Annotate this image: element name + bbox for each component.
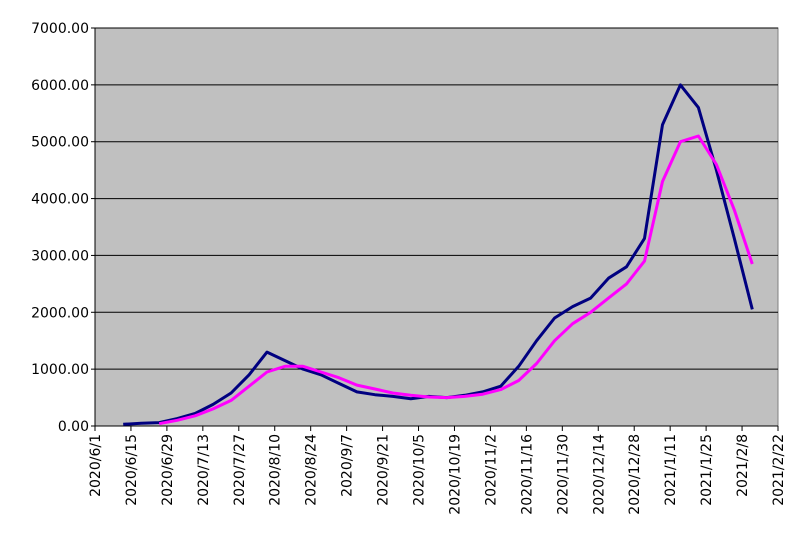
x-tick-label: 2020/11/30 xyxy=(555,434,571,515)
x-tick-label: 2020/11/16 xyxy=(519,434,535,515)
x-tick-label: 2020/10/5 xyxy=(412,434,428,506)
x-tick-label: 2020/7/27 xyxy=(232,434,248,506)
x-tick-label: 2020/6/29 xyxy=(160,434,176,506)
x-tick-label: 2020/6/15 xyxy=(124,434,140,506)
series-line xyxy=(158,134,754,426)
y-tick-label: 4000.00 xyxy=(31,192,89,208)
x-tick-label: 2020/12/14 xyxy=(591,434,607,515)
x-tick-label: 2020/9/21 xyxy=(376,434,392,506)
x-tick-label: 2020/11/2 xyxy=(483,434,499,506)
x-tick-label: 2021/2/22 xyxy=(771,434,787,506)
x-tick-label: 2020/10/19 xyxy=(447,434,463,515)
y-tick-label: 5000.00 xyxy=(31,135,89,151)
y-tick-label: 2000.00 xyxy=(31,305,89,321)
y-tick-label: 0.00 xyxy=(58,419,89,435)
x-tick-label: 2020/12/28 xyxy=(627,434,643,515)
x-tick-label: 2020/8/24 xyxy=(304,434,320,506)
y-tick-label: 7000.00 xyxy=(31,21,89,37)
y-tick-label: 1000.00 xyxy=(31,362,89,378)
y-tick-label: 6000.00 xyxy=(31,78,89,94)
plot-area xyxy=(94,27,779,427)
x-tick-label: 2021/2/8 xyxy=(735,434,751,497)
x-tick-label: 2020/7/13 xyxy=(196,434,212,506)
x-tick-label: 2020/6/1 xyxy=(88,434,104,497)
x-tick-label: 2021/1/25 xyxy=(699,434,715,506)
y-tick-label: 3000.00 xyxy=(31,248,89,264)
x-tick-label: 2021/1/11 xyxy=(663,434,679,506)
x-tick-label: 2020/9/7 xyxy=(340,434,356,497)
x-tick-label: 2020/8/10 xyxy=(268,434,284,506)
